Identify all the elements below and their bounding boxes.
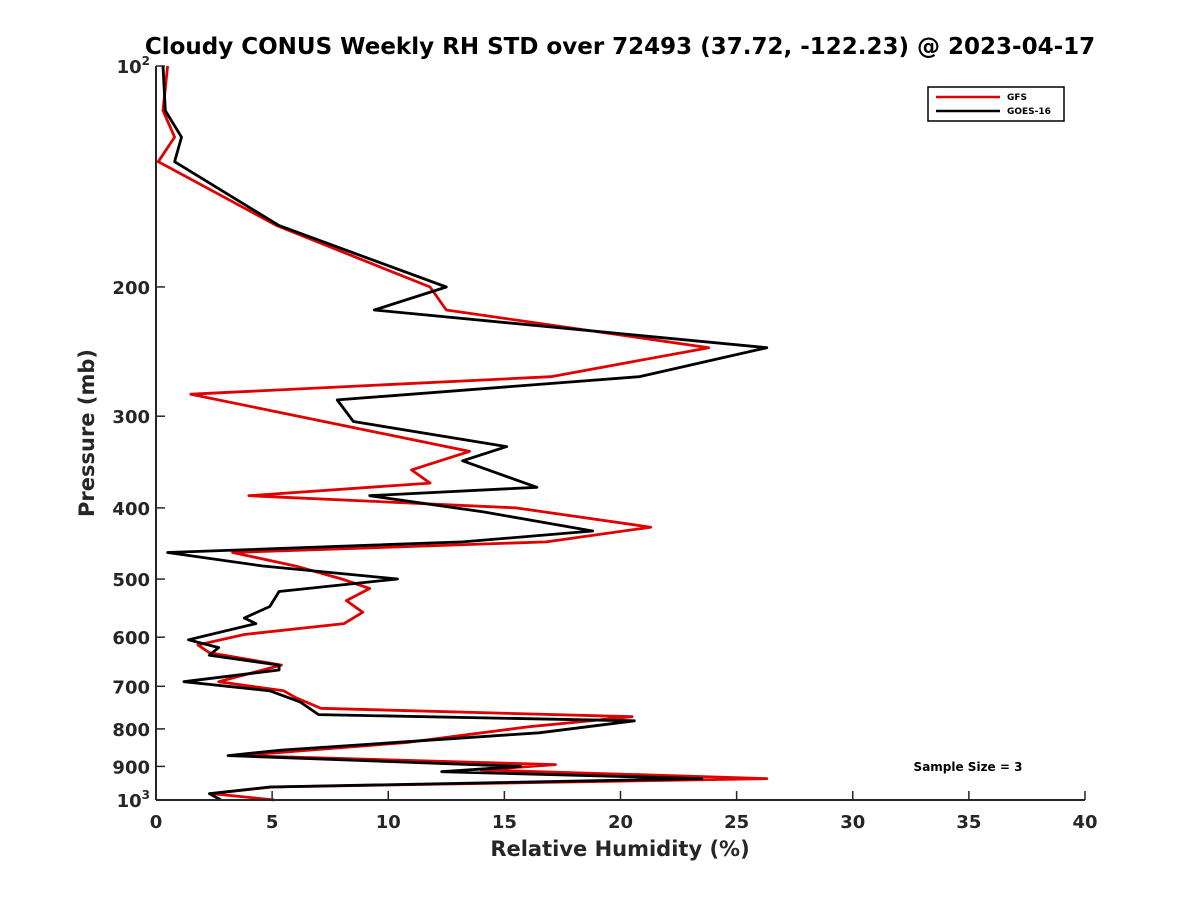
legend-label-goes16: GOES-16: [1007, 107, 1051, 117]
legend-box: [927, 86, 1065, 122]
y-tick-label: 103: [117, 788, 150, 812]
y-tick-label: 900: [112, 757, 150, 778]
x-tick-label: 25: [724, 812, 749, 833]
y-tick-label: 700: [112, 677, 150, 698]
y-ticks: 102 200 300 400 500 600 700 800 900 103: [112, 54, 165, 812]
series-line-goes16: [161, 65, 769, 802]
y-tick-label: 300: [112, 407, 150, 428]
sample-size-annotation: Sample Size = 3: [914, 760, 1023, 774]
x-tick-label: 5: [266, 812, 279, 833]
x-tick-label: 15: [492, 812, 517, 833]
series-layer: [156, 65, 769, 802]
x-tick-label: 20: [608, 812, 633, 833]
legend-label-gfs: GFS: [1007, 93, 1027, 103]
y-tick-label: 102: [117, 54, 150, 78]
y-axis-label: Pressure (mb): [75, 349, 99, 517]
chart-title: Cloudy CONUS Weekly RH STD over 72493 (3…: [145, 34, 1095, 60]
y-tick-label: 200: [112, 278, 150, 299]
x-tick-label: 40: [1072, 812, 1097, 833]
legend: GFS GOES-16: [927, 86, 1065, 122]
x-ticks: 0 5 10 15 20 25 30 35 40: [150, 791, 1098, 833]
x-tick-label: 35: [956, 812, 981, 833]
x-axis-label: Relative Humidity (%): [490, 837, 749, 861]
y-tick-label: 400: [112, 499, 150, 520]
x-tick-label: 0: [150, 812, 163, 833]
y-tick-label: 800: [112, 720, 150, 741]
y-tick-label: 500: [112, 570, 150, 591]
y-tick-label: 600: [112, 628, 150, 649]
x-tick-label: 10: [376, 812, 401, 833]
x-tick-label: 30: [840, 812, 865, 833]
